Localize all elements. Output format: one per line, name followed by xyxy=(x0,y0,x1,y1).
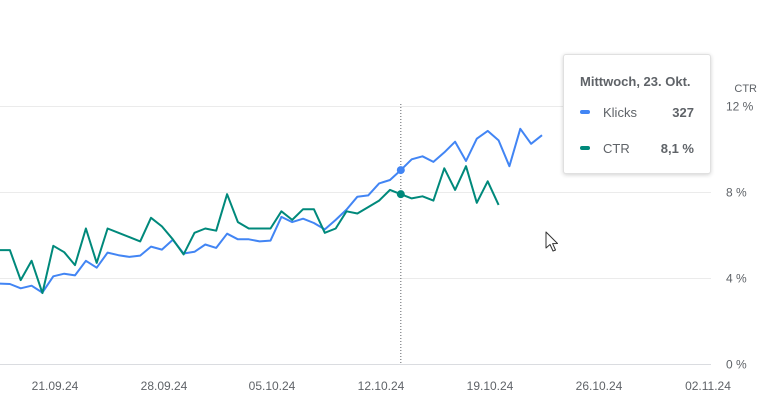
x-tick-label: 26.10.24 xyxy=(576,379,623,393)
series-line-ctr xyxy=(0,165,500,295)
y-tick-label: 0 % xyxy=(726,358,747,372)
hover-point-ctr xyxy=(396,190,405,199)
tooltip-row-ctr: CTR 8,1 % xyxy=(580,139,694,157)
y-tick-label: 8 % xyxy=(726,186,747,200)
mouse-cursor xyxy=(545,231,558,252)
right-y-axis: CTR 0 % 4 % 8 % 12 % xyxy=(726,83,757,372)
cursor-arrow-icon xyxy=(545,231,558,252)
tooltip-value-klicks: 327 xyxy=(672,104,694,120)
hover-point-klicks xyxy=(396,166,405,175)
x-tick-label: 19.10.24 xyxy=(467,379,514,393)
tooltip-label-ctr: CTR xyxy=(603,140,630,156)
x-tick-label: 02.11.24 xyxy=(685,379,731,393)
tooltip-value-ctr: 8,1 % xyxy=(660,140,694,156)
series-line-klicks xyxy=(0,127,543,294)
x-tick-label: 21.09.24 xyxy=(32,379,79,393)
hover-points xyxy=(396,166,405,199)
tooltip-title: Mittwoch, 23. Okt. xyxy=(580,74,691,89)
y-tick-label: 4 % xyxy=(726,272,747,286)
x-tick-label: 05.10.24 xyxy=(249,379,296,393)
x-tick-label: 28.09.24 xyxy=(141,379,188,393)
series-lines xyxy=(0,127,543,295)
ctr-legend-marker xyxy=(580,146,590,150)
tooltip-row-klicks: Klicks 327 xyxy=(580,103,694,121)
y-tick-label: 12 % xyxy=(726,100,754,114)
tooltip-label-klicks: Klicks xyxy=(603,104,637,120)
x-tick-label: 12.10.24 xyxy=(358,379,405,393)
hover-tooltip: Mittwoch, 23. Okt. Klicks 327 CTR 8,1 % xyxy=(563,54,711,174)
right-axis-title: CTR xyxy=(734,83,757,95)
x-axis: 21.09.24 28.09.24 05.10.24 12.10.24 19.10.24… xyxy=(32,379,732,393)
klicks-legend-marker xyxy=(580,110,590,114)
